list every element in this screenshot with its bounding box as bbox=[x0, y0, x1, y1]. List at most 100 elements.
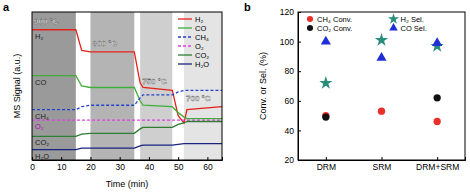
region bbox=[140, 12, 172, 160]
data-point bbox=[321, 36, 331, 45]
legend-label: H₂O bbox=[195, 60, 209, 69]
tick: DRM bbox=[317, 157, 336, 172]
tick: 40 bbox=[145, 157, 155, 172]
tick: 100 bbox=[280, 37, 301, 47]
tick-label: 60 bbox=[203, 162, 213, 172]
legend-swatch bbox=[307, 25, 313, 31]
tick-label: 30 bbox=[115, 162, 125, 172]
data-point bbox=[378, 108, 385, 115]
tick-mark bbox=[437, 157, 438, 160]
series-label: O₂ bbox=[35, 122, 44, 131]
plot-frame bbox=[32, 12, 222, 160]
tick-label: DRM bbox=[317, 162, 336, 172]
legend-label: CO Sel. bbox=[401, 24, 427, 33]
series-label: H₂O bbox=[35, 152, 49, 161]
region-label: 700 °C bbox=[186, 94, 211, 103]
axis-line bbox=[299, 157, 466, 161]
legend-label: CO₂ Conv. bbox=[317, 24, 352, 33]
legend-swatch bbox=[307, 16, 313, 22]
x-axis-title: Time (min) bbox=[106, 179, 149, 189]
tick: 10 bbox=[57, 157, 67, 172]
x-axis: 0 10 20 30 40 50 60 bbox=[30, 157, 222, 172]
tick: SRM bbox=[373, 157, 392, 172]
tick-label: 40 bbox=[145, 162, 155, 172]
legend-swatch bbox=[178, 54, 192, 55]
region bbox=[90, 12, 134, 160]
legend-label: CH₄ bbox=[195, 33, 209, 42]
region bbox=[184, 12, 222, 160]
tick-mark bbox=[298, 42, 301, 43]
axis-line bbox=[299, 13, 302, 161]
tick-mark bbox=[298, 101, 301, 102]
series-line bbox=[32, 76, 222, 119]
data-point bbox=[319, 76, 332, 89]
region-label: 800 °C bbox=[92, 39, 117, 48]
legend: CH₄ Conv.CO₂ Conv. H₂ Sel.CO Sel. bbox=[307, 13, 427, 33]
tick: 40 bbox=[285, 126, 301, 136]
x-axis: DRM SRM DRM+SRM bbox=[299, 157, 466, 172]
tick-mark bbox=[32, 157, 33, 160]
tick-mark bbox=[61, 157, 62, 160]
tick-label: 40 bbox=[285, 126, 295, 136]
legend-swatch bbox=[178, 36, 192, 37]
tick-mark bbox=[326, 157, 327, 160]
legend-label: CO₂ bbox=[195, 51, 209, 60]
legend-label: CH₄ Conv. bbox=[317, 15, 352, 24]
legend-swatch bbox=[178, 63, 192, 64]
data-point bbox=[376, 52, 386, 61]
tick-mark bbox=[298, 130, 301, 131]
tick-label: DRM+SRM bbox=[416, 162, 459, 172]
tick-mark bbox=[298, 160, 301, 161]
tick-label: 100 bbox=[280, 37, 294, 47]
legend-label: O₂ bbox=[195, 42, 204, 51]
tick-label: 10 bbox=[57, 162, 67, 172]
tick-mark bbox=[90, 157, 91, 160]
axis-line bbox=[33, 157, 223, 161]
plot-area bbox=[32, 12, 222, 160]
legend-label: CO bbox=[195, 24, 206, 33]
figure: a 0 10 20 30 40 50 60 Time (min) MS Signal (a.u.)… bbox=[0, 0, 470, 194]
data-point bbox=[375, 33, 388, 46]
series-line bbox=[32, 30, 222, 123]
y-axis-title: Conv. or Sel. (%) bbox=[258, 52, 268, 120]
tick-label: 0 bbox=[30, 162, 35, 172]
tick-mark bbox=[178, 157, 179, 160]
tick: DRM+SRM bbox=[416, 157, 459, 172]
panel: bDRMSRMDRM+SRM20406080100120Conv. or Sel… bbox=[244, 1, 466, 172]
panel-label: a bbox=[3, 1, 10, 13]
tick-label: 20 bbox=[285, 155, 295, 165]
plot-frame bbox=[298, 12, 465, 160]
series-label: H₂ bbox=[35, 32, 43, 41]
y-axis: 20 40 60 80 100 120 bbox=[280, 7, 301, 165]
tick-label: 50 bbox=[174, 162, 184, 172]
tick-label: SRM bbox=[373, 162, 392, 172]
tick: 20 bbox=[285, 155, 301, 165]
tick-label: 20 bbox=[86, 162, 96, 172]
tick: 50 bbox=[174, 157, 184, 172]
series-label: CO bbox=[35, 78, 46, 87]
tick: 20 bbox=[86, 157, 96, 172]
tick-label: 80 bbox=[285, 66, 295, 76]
plot-area bbox=[319, 33, 444, 125]
tick: 80 bbox=[285, 66, 301, 76]
data-point bbox=[432, 37, 442, 46]
series-line bbox=[32, 122, 222, 137]
legend-swatch bbox=[178, 45, 192, 46]
data-point bbox=[434, 118, 441, 125]
region-label: 750 °C bbox=[142, 77, 167, 86]
tick: 60 bbox=[285, 96, 301, 106]
legend-swatch bbox=[178, 18, 192, 19]
tick-mark bbox=[149, 157, 150, 160]
series-line bbox=[32, 144, 222, 150]
series-line bbox=[32, 90, 222, 109]
legend-label: H₂ Sel. bbox=[401, 15, 424, 24]
tick-mark bbox=[382, 157, 383, 160]
panel: a 0 10 20 30 40 50 60 Time (min) MS Signal (a.u.)… bbox=[3, 1, 223, 189]
tick-mark bbox=[120, 157, 121, 160]
series-label: CO₂ bbox=[35, 138, 49, 147]
tick-mark bbox=[298, 12, 301, 13]
y-axis-title: MS Signal (a.u.) bbox=[12, 54, 22, 119]
tick: 120 bbox=[280, 7, 301, 17]
data-point bbox=[322, 113, 329, 120]
region-label: 900 °C bbox=[34, 17, 59, 26]
